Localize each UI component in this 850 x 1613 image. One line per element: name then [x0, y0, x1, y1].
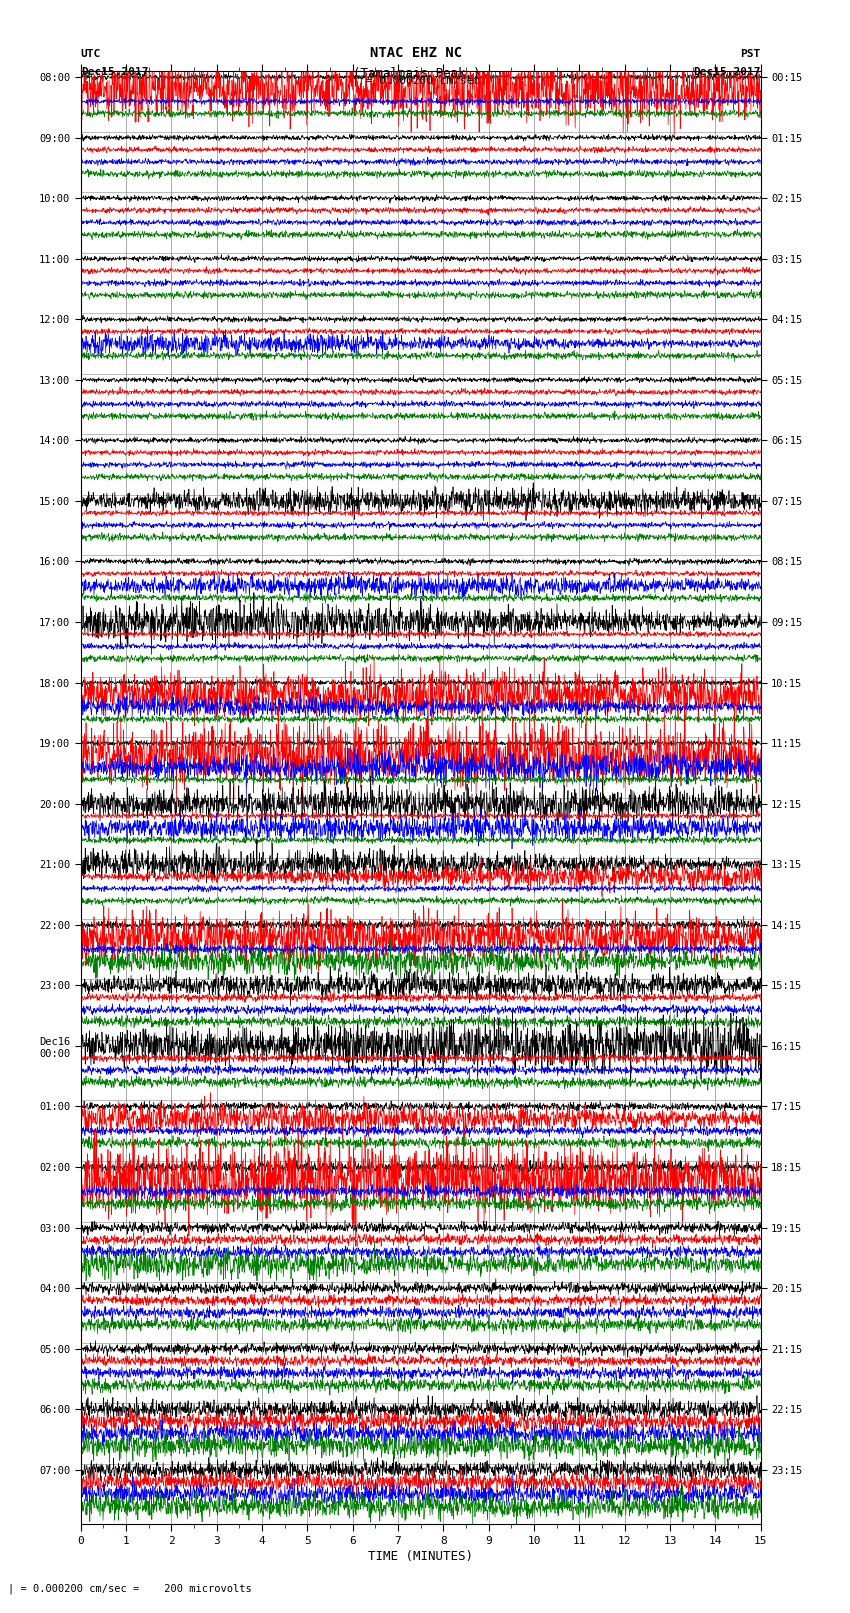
X-axis label: TIME (MINUTES): TIME (MINUTES)	[368, 1550, 473, 1563]
Text: (Tamalpais Peak ): (Tamalpais Peak )	[353, 66, 480, 81]
Text: | = 0.000200 cm/sec =    200 microvolts: | = 0.000200 cm/sec = 200 microvolts	[8, 1582, 252, 1594]
Text: | = 0.000200 cm/sec: | = 0.000200 cm/sec	[353, 76, 480, 87]
Text: PST: PST	[740, 48, 761, 58]
Text: Dec15,2017: Dec15,2017	[81, 66, 148, 77]
Text: NTAC EHZ NC: NTAC EHZ NC	[371, 47, 462, 60]
Text: Dec15,2017: Dec15,2017	[694, 66, 761, 77]
Text: UTC: UTC	[81, 48, 101, 58]
